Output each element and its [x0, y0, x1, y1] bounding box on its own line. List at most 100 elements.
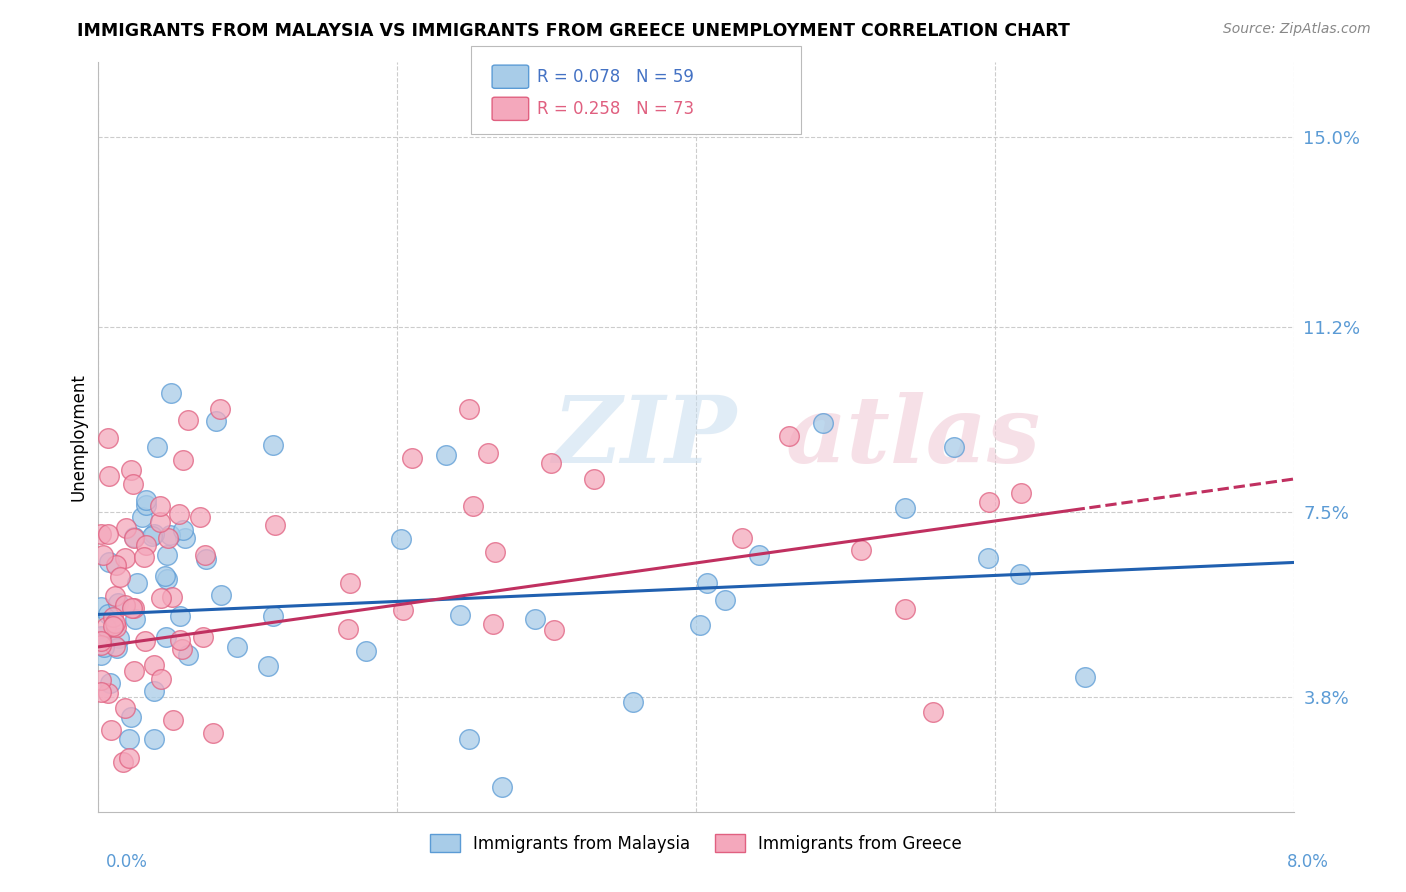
Point: [146, 440, 169, 454]
Point: [131, 509, 153, 524]
Point: [142, 731, 165, 746]
Point: [127, 575, 149, 590]
Point: [392, 602, 415, 616]
Text: 8.0%: 8.0%: [1286, 853, 1329, 871]
Text: 0.0%: 0.0%: [105, 853, 148, 871]
Point: [922, 705, 945, 719]
Text: IMMIGRANTS FROM MALAYSIA VS IMMIGRANTS FROM GREECE UNEMPLOYMENT CORRELATION CHAR: IMMIGRANTS FROM MALAYSIA VS IMMIGRANTS F…: [77, 22, 1070, 40]
Point: [696, 575, 718, 590]
Point: [482, 616, 505, 631]
Point: [141, 529, 163, 543]
Point: [121, 600, 143, 615]
Point: [90, 631, 112, 645]
Point: [105, 558, 128, 572]
Text: R = 0.078   N = 59: R = 0.078 N = 59: [537, 68, 695, 86]
Point: [979, 494, 1001, 508]
Point: [124, 612, 146, 626]
Point: [90, 648, 112, 663]
Point: [134, 550, 156, 565]
Point: [177, 413, 200, 427]
Point: [226, 640, 249, 654]
Point: [621, 696, 644, 710]
Point: [748, 548, 770, 562]
Point: [202, 726, 225, 740]
Point: [449, 608, 471, 623]
Point: [209, 402, 232, 417]
Point: [114, 521, 136, 535]
Point: [337, 622, 360, 636]
Point: [149, 516, 172, 530]
Point: [262, 437, 284, 451]
Point: [257, 658, 280, 673]
Point: [118, 732, 141, 747]
Point: [477, 445, 499, 459]
Point: [461, 499, 484, 513]
Point: [159, 527, 181, 541]
Legend: Immigrants from Malaysia, Immigrants from Greece: Immigrants from Malaysia, Immigrants fro…: [423, 828, 969, 860]
Point: [101, 619, 124, 633]
Point: [162, 713, 184, 727]
Point: [977, 551, 1000, 566]
Point: [142, 658, 165, 673]
Point: [97, 607, 120, 621]
Point: [540, 456, 562, 470]
Point: [104, 640, 127, 654]
Point: [339, 576, 361, 591]
Point: [122, 531, 145, 545]
Point: [142, 526, 165, 541]
Point: [434, 449, 457, 463]
Point: [90, 673, 112, 688]
Point: [582, 472, 605, 486]
Point: [120, 463, 142, 477]
Point: [188, 509, 211, 524]
Point: [262, 608, 284, 623]
Point: [97, 431, 120, 445]
Point: [205, 415, 228, 429]
Point: [143, 684, 166, 698]
Point: [689, 618, 711, 632]
Point: [167, 508, 190, 522]
Point: [172, 642, 194, 657]
Point: [124, 664, 146, 678]
Point: [90, 600, 112, 615]
Point: [90, 629, 112, 643]
Point: [1074, 670, 1097, 684]
Text: atlas: atlas: [786, 392, 1040, 482]
Point: [524, 612, 547, 626]
Point: [97, 686, 120, 700]
Point: [714, 592, 737, 607]
Point: [105, 640, 128, 655]
Point: [458, 401, 481, 416]
Point: [149, 672, 172, 686]
Point: [120, 710, 142, 724]
Point: [104, 620, 127, 634]
Point: [894, 602, 917, 616]
Point: [155, 572, 177, 586]
Point: [191, 631, 214, 645]
Point: [104, 589, 127, 603]
Point: [108, 570, 131, 584]
Point: [114, 598, 136, 612]
Point: [107, 596, 129, 610]
Point: [153, 569, 176, 583]
Point: [484, 545, 506, 559]
Point: [264, 518, 287, 533]
Point: [194, 551, 217, 566]
Point: [174, 531, 197, 545]
Point: [156, 548, 179, 562]
Point: [93, 640, 115, 654]
Point: [169, 633, 191, 648]
Point: [389, 532, 412, 546]
Text: R = 0.258   N = 73: R = 0.258 N = 73: [537, 100, 695, 118]
Point: [114, 701, 136, 715]
Point: [172, 452, 194, 467]
Point: [91, 549, 114, 563]
Point: [90, 638, 112, 652]
Point: [114, 551, 136, 566]
Point: [90, 527, 112, 541]
Point: [778, 429, 800, 443]
Point: [401, 450, 423, 465]
Point: [135, 492, 157, 507]
Point: [1010, 486, 1032, 500]
Point: [149, 499, 172, 513]
